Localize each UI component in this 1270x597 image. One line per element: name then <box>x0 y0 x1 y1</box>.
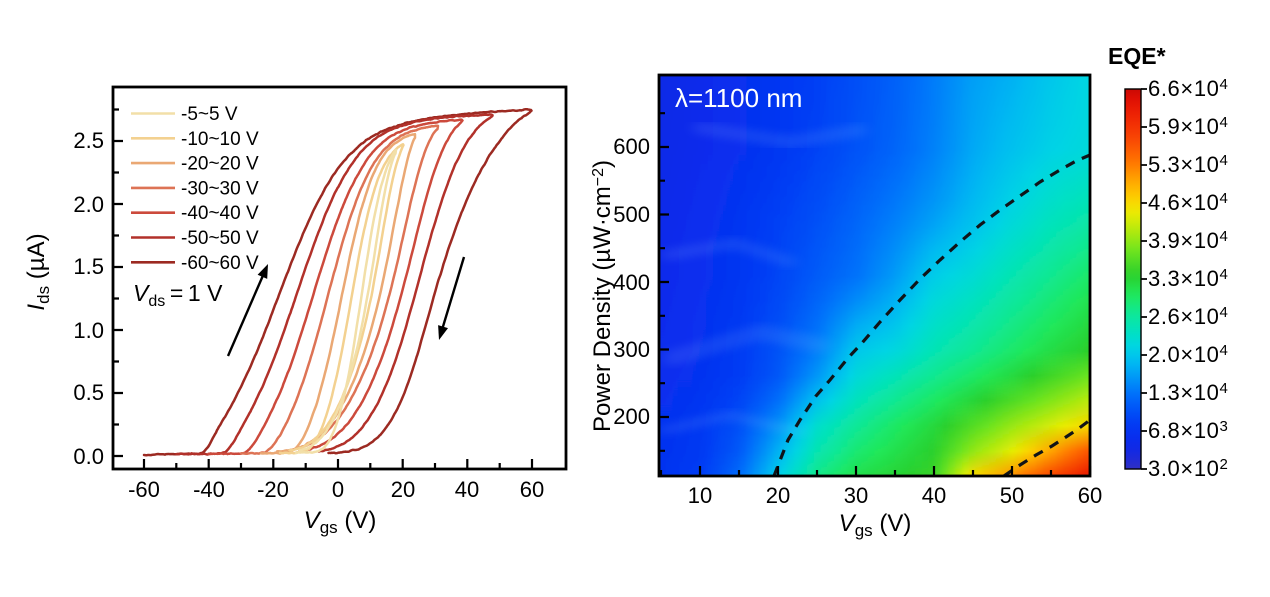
svg-text:1.3×104: 1.3×104 <box>1148 380 1228 405</box>
svg-text:-60: -60 <box>128 477 160 502</box>
svg-text:-5~5 V: -5~5 V <box>181 104 238 125</box>
svg-text:Vds = 1 V: Vds = 1 V <box>133 280 223 310</box>
svg-text:EQE*: EQE* <box>1108 43 1166 69</box>
svg-text:3.9×104: 3.9×104 <box>1148 228 1228 253</box>
svg-text:0: 0 <box>332 477 344 502</box>
svg-text:-30~30 V: -30~30 V <box>181 178 259 199</box>
svg-text:400: 400 <box>613 270 650 295</box>
svg-text:5.3×104: 5.3×104 <box>1148 152 1228 177</box>
svg-text:4.6×104: 4.6×104 <box>1148 190 1228 215</box>
svg-text:-10~10 V: -10~10 V <box>181 129 259 150</box>
svg-text:1.0: 1.0 <box>73 318 104 343</box>
svg-text:200: 200 <box>613 404 650 429</box>
svg-text:-50~50 V: -50~50 V <box>181 228 259 249</box>
svg-text:3.3×104: 3.3×104 <box>1148 266 1228 291</box>
svg-text:30: 30 <box>844 483 868 508</box>
svg-text:20: 20 <box>391 477 415 502</box>
svg-text:20: 20 <box>766 483 790 508</box>
svg-text:50: 50 <box>1000 483 1024 508</box>
svg-text:500: 500 <box>613 202 650 227</box>
svg-text:-40~40 V: -40~40 V <box>181 203 259 224</box>
svg-text:2.6×104: 2.6×104 <box>1148 304 1228 329</box>
svg-text:10: 10 <box>688 483 712 508</box>
svg-text:1.5: 1.5 <box>73 254 104 279</box>
svg-text:λ=1100 nm: λ=1100 nm <box>675 83 802 113</box>
svg-text:6.8×103: 6.8×103 <box>1148 418 1228 443</box>
svg-text:Vgs (V): Vgs (V) <box>304 507 377 537</box>
svg-text:600: 600 <box>613 134 650 159</box>
svg-text:-20: -20 <box>257 477 289 502</box>
svg-text:2.5: 2.5 <box>73 128 104 153</box>
svg-text:Ids (µA): Ids (µA) <box>23 233 53 310</box>
svg-text:6.6×104: 6.6×104 <box>1148 76 1228 101</box>
svg-text:2.0: 2.0 <box>73 192 104 217</box>
svg-text:Vgs (V): Vgs (V) <box>839 510 912 540</box>
svg-text:-20~20 V: -20~20 V <box>181 154 259 175</box>
svg-text:0.5: 0.5 <box>73 380 104 405</box>
svg-text:40: 40 <box>455 477 479 502</box>
svg-text:40: 40 <box>922 483 946 508</box>
svg-text:Power Density (µW·cm−2): Power Density (µW·cm−2) <box>589 160 616 432</box>
svg-text:300: 300 <box>613 337 650 362</box>
svg-text:-60~60 V: -60~60 V <box>181 253 259 274</box>
svg-text:0.0: 0.0 <box>73 444 104 469</box>
svg-text:5.9×104: 5.9×104 <box>1148 114 1228 139</box>
svg-text:60: 60 <box>520 477 544 502</box>
svg-text:3.0×102: 3.0×102 <box>1148 456 1228 481</box>
svg-text:2.0×104: 2.0×104 <box>1148 342 1228 367</box>
svg-text:-40: -40 <box>193 477 225 502</box>
svg-text:60: 60 <box>1078 483 1102 508</box>
